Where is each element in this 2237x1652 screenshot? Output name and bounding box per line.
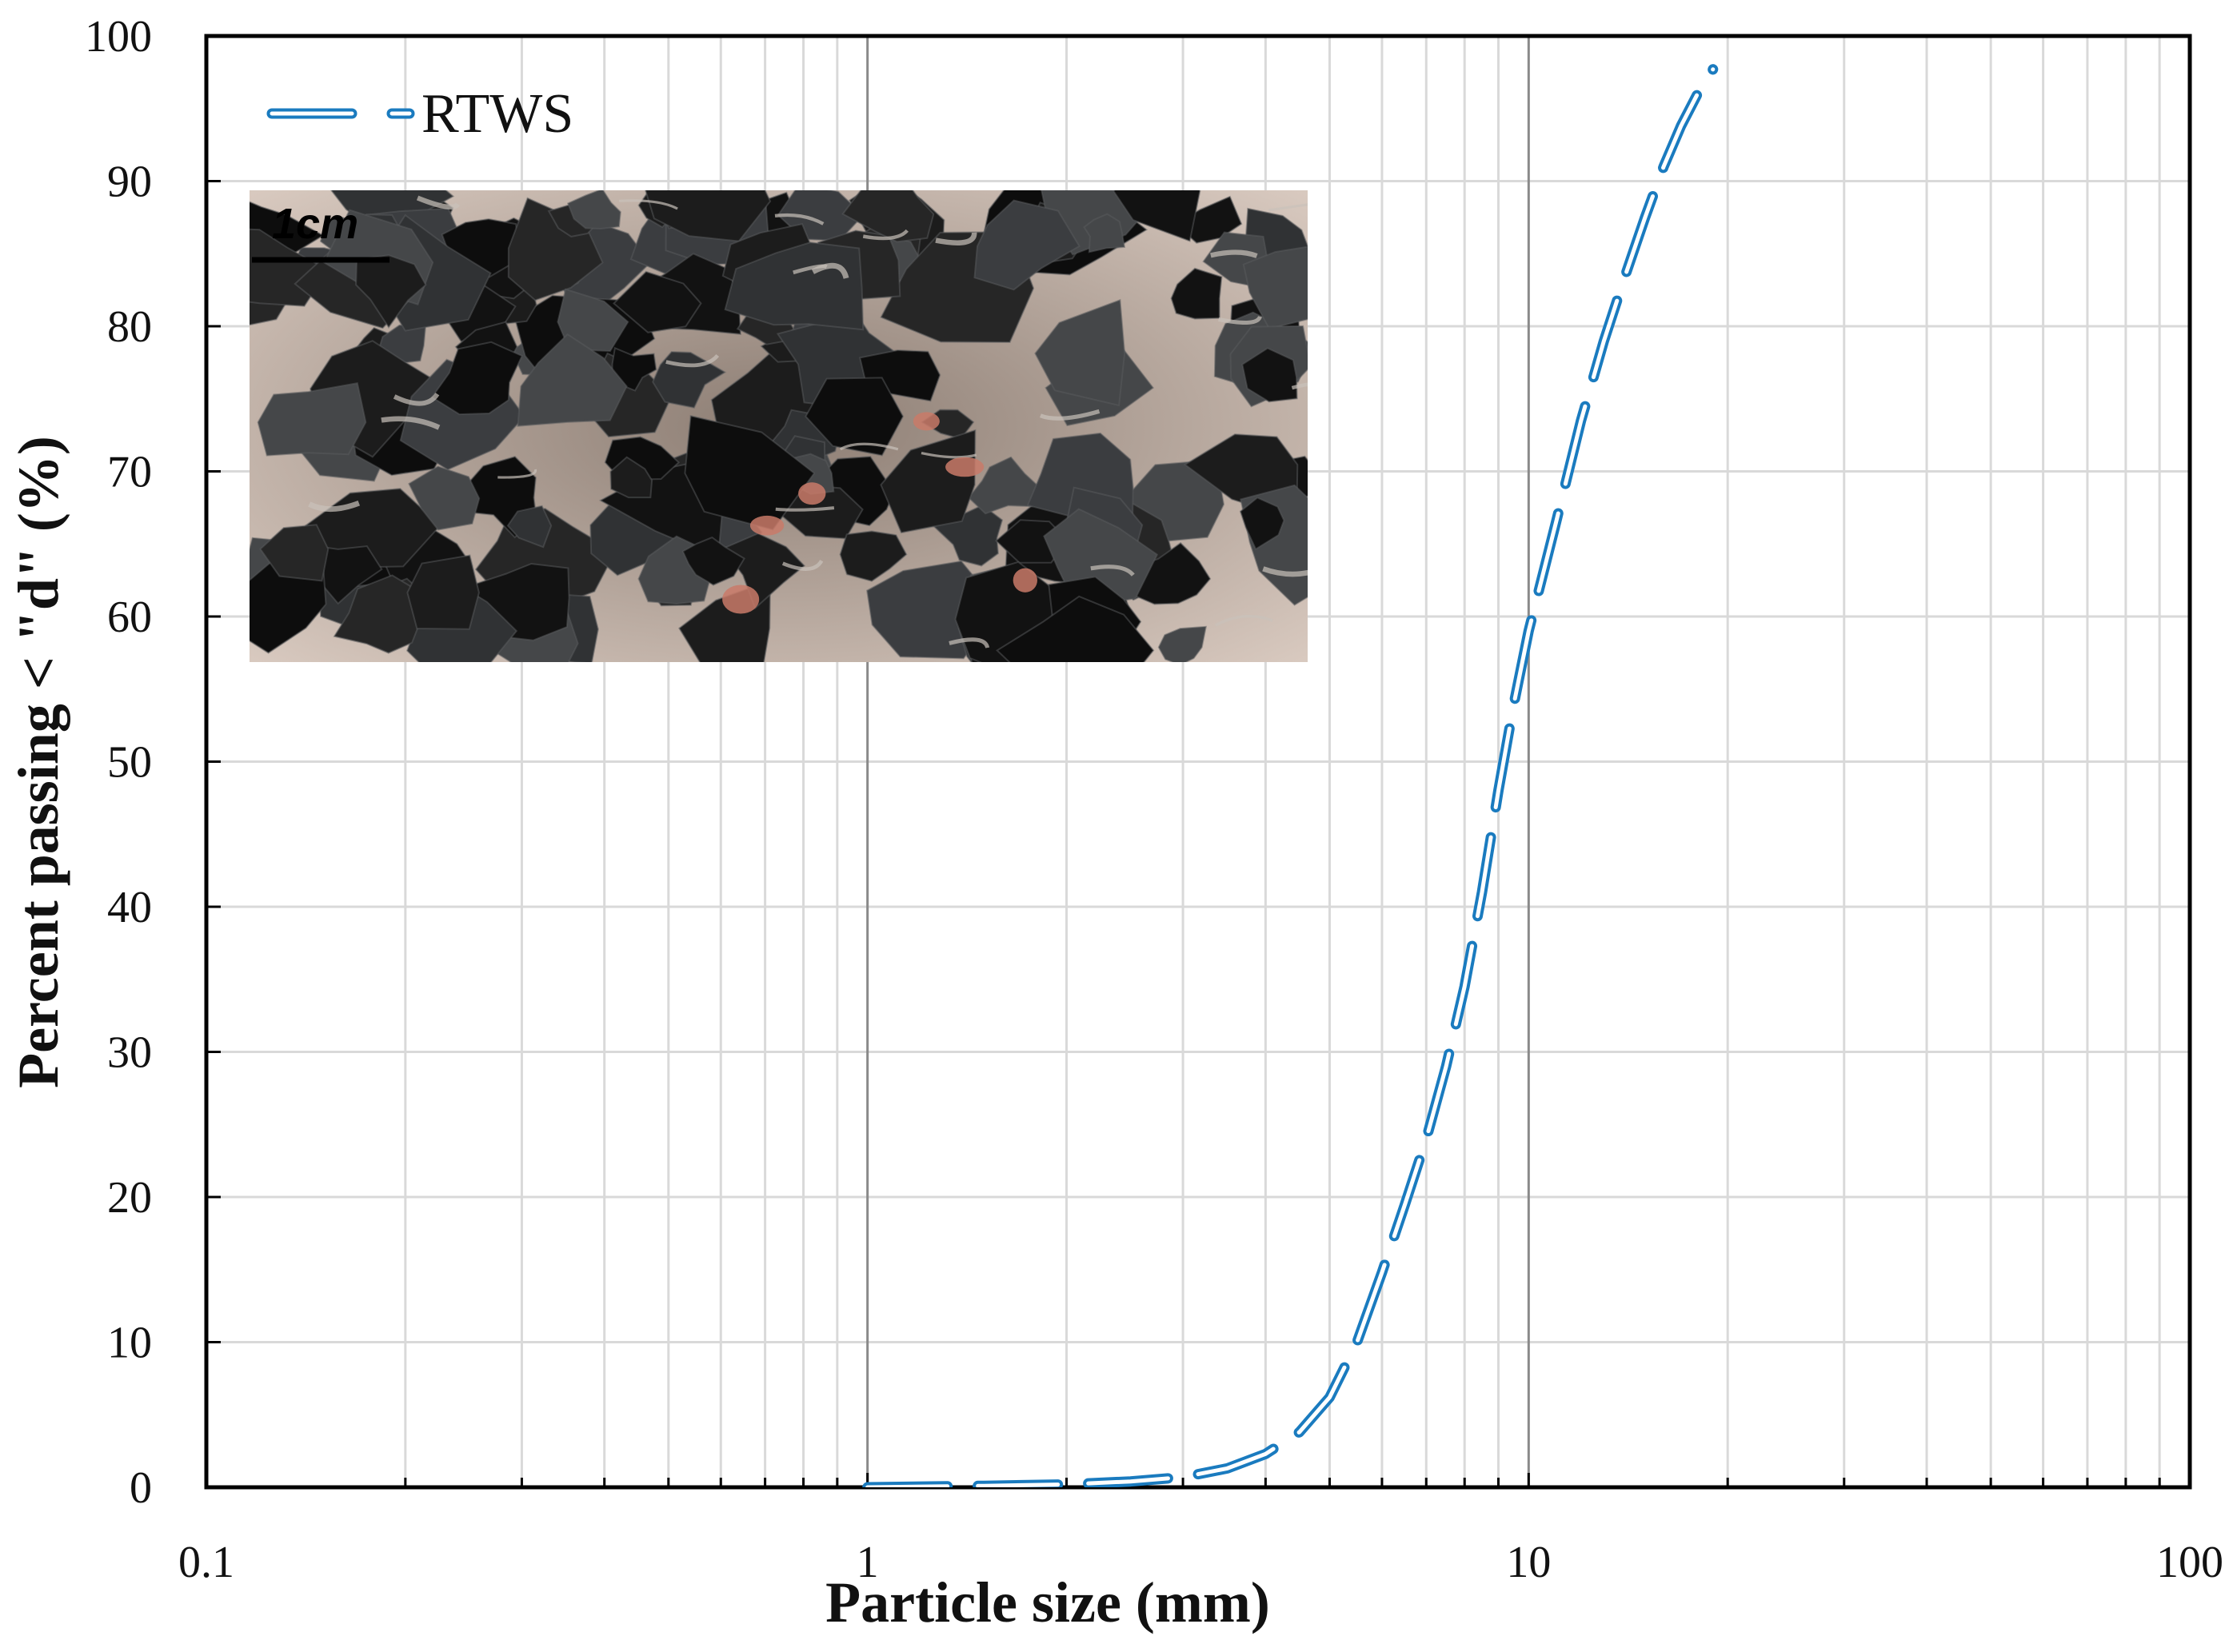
steel-fiber (1218, 315, 1262, 325)
y-tick-label: 20 (107, 1173, 152, 1223)
rubber-chunk (566, 190, 621, 230)
x-tick-label: 100 (2156, 1538, 2223, 1587)
background-spot (1013, 568, 1037, 593)
x-axis-title: Particle size (mm) (825, 1570, 1270, 1634)
y-tick-label: 90 (107, 158, 152, 207)
x-tick-label: 1 (857, 1538, 879, 1587)
background-spot (913, 412, 940, 431)
y-axis-title: Percent passing < "d" (%) (6, 436, 70, 1088)
rubber-chunk (1242, 245, 1308, 330)
steel-fiber (949, 637, 990, 648)
y-axis-tick-labels: 0 10 20 30 40 50 60 70 80 90 100 (85, 12, 152, 1513)
steel-fiber (811, 262, 849, 279)
steel-fiber (416, 195, 461, 209)
rubber-chunk (355, 254, 427, 329)
rubber-chunk (408, 465, 481, 531)
rubber-chunk (645, 190, 772, 242)
y-tick-label: 80 (107, 302, 152, 352)
steel-fiber (1090, 565, 1135, 577)
rubber-chunk (841, 190, 935, 243)
steel-fiber (774, 213, 825, 225)
steel-fiber (862, 229, 909, 241)
y-tick-label: 100 (85, 12, 152, 62)
steel-fiber (1291, 382, 1308, 390)
rubber-chunk (613, 270, 702, 333)
steel-fiber (393, 392, 440, 406)
axis-tick-marks (205, 34, 2161, 1489)
steel-fiber (1210, 249, 1258, 258)
y-tick-label: 40 (107, 883, 152, 932)
rubber-chunk (1113, 190, 1201, 242)
rubber-chunk (257, 382, 367, 457)
y-tick-label: 70 (107, 448, 152, 497)
legend: RTWS (266, 83, 573, 145)
rubber-chunks-image (250, 190, 1308, 662)
rubber-chunk (652, 350, 727, 409)
rubber-chunk (973, 199, 1081, 291)
y-tick-label: 0 (130, 1463, 152, 1513)
x-tick-label: 10 (1506, 1538, 1551, 1587)
y-tick-label: 10 (107, 1319, 152, 1368)
y-tick-label: 30 (107, 1028, 152, 1078)
steel-fiber (381, 416, 441, 430)
steel-fiber (775, 506, 835, 512)
series-line-core (865, 67, 1716, 1487)
rubber-chunk (333, 574, 425, 654)
steel-fiber (619, 199, 678, 210)
legend-label-rtws: RTWS (421, 83, 573, 145)
rubber-chunk (1239, 497, 1285, 551)
y-tick-label: 50 (107, 738, 152, 788)
y-tick-label: 60 (107, 593, 152, 642)
rubber-chunk (1157, 625, 1208, 662)
rubber-chunk (406, 554, 480, 630)
steel-fiber (1268, 203, 1308, 212)
background-spot (749, 515, 785, 536)
background-spot (945, 457, 985, 477)
rubber-chunk (839, 530, 908, 582)
x-axis-tick-labels: 0.1 1 10 100 (178, 1538, 2223, 1587)
steel-fiber (1039, 409, 1101, 421)
steel-fiber (665, 353, 720, 368)
rubber-chunk (259, 524, 330, 582)
rubber-chunk (517, 333, 628, 427)
steel-fiber (497, 469, 537, 479)
rubber-chunk (996, 595, 1155, 662)
rubber-chunk (1241, 347, 1298, 403)
steel-fiber (308, 500, 361, 513)
rubber-chunk (430, 341, 524, 416)
rubber-chunk (880, 429, 977, 534)
steel-fiber (935, 232, 977, 245)
x-tick-label: 0.1 (178, 1538, 234, 1587)
steel-fiber (1262, 566, 1308, 577)
steel-fiber (1214, 614, 1273, 627)
rubber-chunk (557, 288, 629, 353)
background-spot (722, 585, 760, 614)
rubber-chunk (1170, 267, 1223, 320)
rubber-chunk (1083, 213, 1126, 253)
rubber-chunk (506, 505, 553, 549)
rubber-chunk (967, 456, 1041, 515)
background-spot (798, 482, 826, 505)
steel-fiber (839, 442, 899, 451)
rubber-tire-waste-photo (250, 190, 1308, 662)
rubber-chunk (805, 377, 905, 457)
series-layer (862, 64, 1719, 1487)
rubber-chunk (681, 536, 745, 586)
rubber-chunk (609, 456, 653, 499)
steel-fiber (781, 559, 824, 571)
rubber-chunk (1034, 298, 1126, 407)
steel-fiber (921, 452, 977, 459)
scale-bar-label: 1cm (272, 200, 358, 248)
